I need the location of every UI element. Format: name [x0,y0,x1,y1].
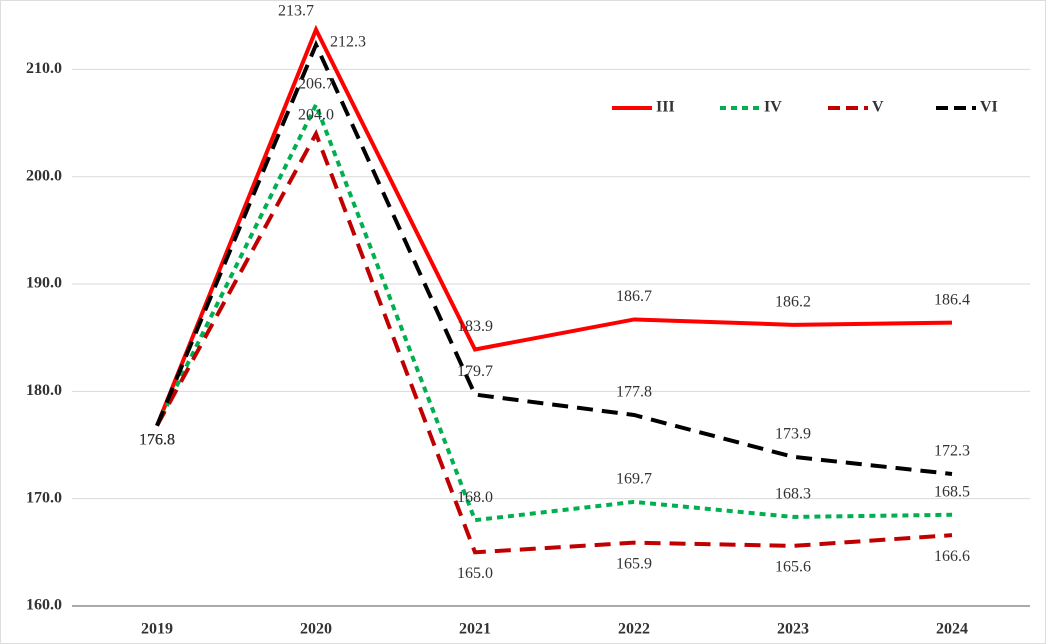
data-label: 172.3 [934,443,970,460]
data-label: 169.7 [616,471,652,488]
data-label: 186.4 [934,291,970,308]
series-line [155,39,953,476]
data-label: 166.6 [934,548,970,565]
data-label: 176.8 [139,431,175,448]
data-label: 168.5 [934,483,970,500]
series-line [155,24,953,427]
data-label: 206.7 [298,75,334,92]
legend-label: VI [980,99,998,116]
y-tick-label: 200.0 [26,167,62,184]
data-label: 204.0 [298,106,334,123]
data-label: 165.6 [775,559,811,576]
data-label: 168.0 [457,489,493,506]
data-label: 177.8 [616,384,652,401]
y-tick-label: 190.0 [26,275,62,292]
x-tick-label: 2019 [141,621,173,638]
y-tick-label: 170.0 [26,489,62,506]
data-label: 176.8 [139,431,175,448]
y-tick-label: 160.0 [26,597,62,614]
x-tick-label: 2022 [618,621,650,638]
data-label: 165.9 [616,555,652,572]
y-tick-label: 180.0 [26,382,62,399]
data-label: 176.8 [139,431,175,448]
x-tick-label: 2020 [300,621,332,638]
legend-label: IV [764,99,782,116]
data-label: 176.8 [139,431,175,448]
data-label: 183.9 [457,318,493,335]
legend-label: III [656,99,675,116]
data-label: 168.3 [775,486,811,503]
series-line [155,99,953,523]
data-label: 213.7 [278,2,314,19]
legend-label: V [872,99,884,116]
y-tick-label: 210.0 [26,60,62,77]
x-tick-label: 2024 [936,621,968,638]
x-tick-label: 2021 [459,621,491,638]
data-label: 179.7 [457,363,493,380]
data-label: 212.3 [330,33,366,50]
x-tick-label: 2023 [777,621,809,638]
series-line [155,129,953,555]
data-label: 186.2 [775,293,811,310]
data-label: 173.9 [775,425,811,442]
data-label: 186.7 [616,288,652,305]
data-label: 165.0 [457,565,493,582]
